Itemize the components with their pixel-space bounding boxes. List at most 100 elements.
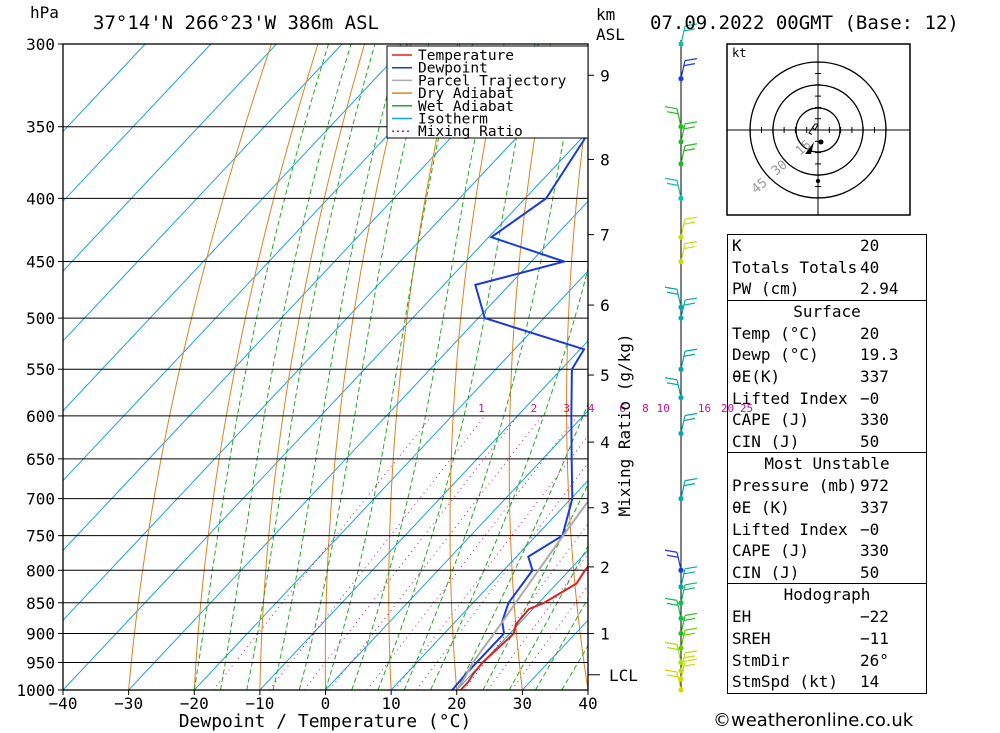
- wind-barb-flag: [683, 245, 696, 250]
- wind-barb-dot: [678, 659, 684, 666]
- x-tick-label: −40: [49, 694, 78, 713]
- wind-barb-flag: [664, 549, 678, 553]
- storm-motion-arrow: [805, 142, 814, 154]
- dry-adiabat-line: [923, 44, 1000, 690]
- wind-barb-flag: [684, 297, 698, 301]
- datetime-title: 07.09.2022 00GMT (Base: 12): [650, 12, 959, 34]
- wind-barb-flag: [683, 417, 696, 422]
- hodo-row: StmDir 26°: [728, 650, 926, 672]
- wet-adiabat-line: [403, 44, 582, 690]
- indices-panel: K 20 Totals Totals 40 PW (cm) 2.94 Surface …: [727, 234, 927, 694]
- surface-label: Dewp (°C): [732, 345, 819, 365]
- surface-label: CIN (J): [732, 431, 800, 451]
- wind-barb-flag: [664, 641, 678, 646]
- wind-barb-dot: [678, 630, 684, 637]
- wind-barb-flag: [684, 121, 698, 125]
- wind-barb-staff: [680, 123, 686, 142]
- wind-barb-staff: [676, 108, 682, 127]
- wet-adiabat-line: [193, 44, 329, 690]
- mixing-ratio-line: [329, 415, 543, 690]
- wind-barb-flag: [683, 353, 696, 357]
- x-tick-label: 0: [321, 694, 331, 713]
- pressure-tick-label: 500: [26, 309, 55, 328]
- hodograph-point: [815, 178, 821, 184]
- location-title: 37°14'N 266°23'W 386m ASL: [93, 12, 379, 34]
- index-row: PW (cm) 2.94: [728, 278, 926, 300]
- wind-barb-flag: [684, 412, 698, 417]
- index-value: 40: [860, 257, 880, 277]
- km-tick-label: 4: [600, 433, 610, 452]
- hodo-row: StmSpd (kt) 14: [728, 671, 926, 693]
- hodo-label: StmSpd (kt): [732, 672, 838, 692]
- mixing-ratio-label: 10: [657, 402, 670, 415]
- pressure-tick-label: 450: [26, 253, 55, 272]
- wind-barb-flag: [666, 602, 679, 606]
- surface-value: −0: [860, 388, 880, 408]
- mu-value: −0: [860, 519, 880, 539]
- pressure-tick-label: 950: [26, 653, 55, 672]
- wet-adiabat-line: [351, 44, 496, 690]
- mixing-ratio-label: 4: [588, 402, 595, 415]
- wind-barb-flag: [684, 348, 698, 352]
- mu-label: CIN (J): [732, 562, 800, 582]
- x-axis-label: Dewpoint / Temperature (°C): [179, 711, 472, 732]
- hodo-value: 26°: [860, 650, 889, 670]
- km-tick-label: 2: [600, 558, 610, 577]
- wet-adiabat-line: [508, 545, 588, 690]
- most-unstable-title: Most Unstable: [764, 454, 890, 474]
- wind-barb-staff: [680, 25, 686, 45]
- wet-adiabat-line: [246, 44, 376, 690]
- wind-barb-flag: [664, 377, 678, 381]
- wind-barb-flag: [684, 216, 698, 220]
- wind-barb-flag: [684, 240, 698, 245]
- pressure-tick-label: 650: [26, 450, 55, 469]
- wind-barb-flag: [684, 658, 698, 662]
- isotherm-line: [63, 60, 588, 621]
- hodo-row: EH −22: [728, 606, 926, 628]
- isotherm-line: [63, 44, 343, 342]
- wind-barb-flag: [664, 669, 678, 673]
- isotherm-line: [193, 270, 588, 690]
- hodo-label: SREH: [732, 628, 771, 648]
- isotherm-line: [63, 44, 212, 203]
- wind-barb-flag: [683, 571, 696, 575]
- legend-entry: Isotherm: [418, 112, 488, 128]
- legend-entry: Mixing Ratio: [418, 124, 523, 140]
- surface-label: Lifted Index: [732, 388, 848, 408]
- x-tick-label: 30: [513, 694, 532, 713]
- wind-barb-flag: [683, 587, 696, 591]
- wet-adiabat-line: [325, 44, 461, 690]
- wind-barb-flag: [683, 221, 696, 225]
- wet-adiabat-line: [535, 597, 588, 690]
- mu-value: 50: [860, 562, 880, 582]
- plot-frame: [62, 43, 589, 691]
- asl-label: ASL: [596, 25, 625, 44]
- surface-row: CIN (J) 50: [728, 431, 926, 453]
- wind-barb-flag: [664, 286, 678, 290]
- isotherm-line: [63, 44, 540, 552]
- mu-row: Lifted Index −0: [728, 519, 926, 541]
- wind-barb-staff: [680, 243, 686, 262]
- x-tick-label: −20: [180, 694, 209, 713]
- wind-barb-flag: [666, 554, 679, 558]
- hodo-label: EH: [732, 607, 752, 627]
- mu-label: CAPE (J): [732, 541, 810, 561]
- wind-barb-flag: [666, 291, 679, 295]
- mixing-ratio-label: 6: [619, 402, 626, 415]
- mu-row: CIN (J) 50: [728, 562, 926, 584]
- surface-row: θE(K) 337: [728, 366, 926, 388]
- wind-barb-flag: [664, 177, 678, 181]
- wind-barb-staff: [680, 615, 686, 634]
- wind-barb-staff: [680, 480, 686, 499]
- hodograph-box: Hodograph EH −22 SREH −11 StmDir 26° StmSpd…: [727, 584, 927, 694]
- wind-barb-flag: [683, 63, 696, 67]
- wind-barb-flag: [684, 582, 698, 586]
- pressure-tick-label: 1000: [16, 681, 55, 700]
- dry-adiabat-line: [449, 44, 505, 690]
- wind-barb-flag: [684, 23, 698, 27]
- km-tick-label: 6: [600, 296, 610, 315]
- mixing-ratio-line: [212, 415, 433, 690]
- wind-barb-staff: [676, 552, 682, 571]
- wind-barb-flag: [684, 566, 698, 570]
